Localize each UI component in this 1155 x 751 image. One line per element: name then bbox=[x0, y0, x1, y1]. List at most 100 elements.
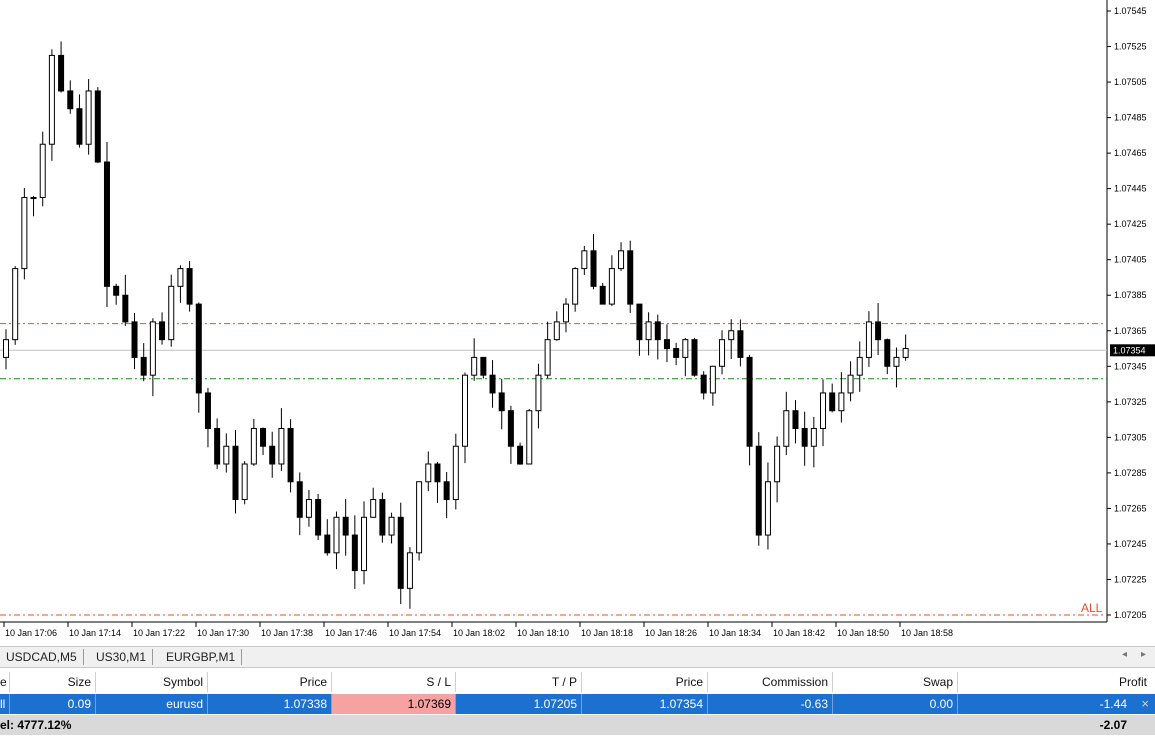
tab-scroll-right-icon[interactable]: ▸ bbox=[1141, 649, 1147, 660]
tab-scroll-left-icon[interactable]: ◂ bbox=[1122, 649, 1128, 660]
candle-body bbox=[278, 427, 285, 465]
header-profit[interactable]: Profit bbox=[1118, 675, 1147, 689]
candle-body bbox=[140, 356, 147, 376]
candle-body bbox=[48, 54, 55, 145]
candle-body bbox=[305, 499, 312, 518]
candle-body bbox=[388, 516, 395, 536]
tab-eurgbp-m1[interactable]: EURGBP,M1 bbox=[160, 649, 243, 665]
tab-usdcad-m5[interactable]: USDCAD,M5 bbox=[0, 649, 84, 665]
candle-body bbox=[865, 321, 872, 358]
candle-body bbox=[489, 374, 496, 394]
time-tick-label: 10 Jan 18:34 bbox=[709, 628, 761, 638]
candle-body bbox=[149, 321, 156, 376]
candle-body bbox=[333, 516, 340, 554]
candle-body bbox=[774, 445, 781, 483]
time-tick-label: 10 Jan 17:14 bbox=[69, 628, 121, 638]
candle-body bbox=[608, 268, 615, 305]
time-tick-label: 10 Jan 17:54 bbox=[389, 628, 441, 638]
candle-body bbox=[103, 161, 110, 287]
candle-body bbox=[654, 321, 661, 341]
close-position-icon[interactable]: × bbox=[1141, 696, 1149, 711]
header-size[interactable]: Size bbox=[10, 672, 96, 692]
candle-body bbox=[434, 463, 441, 483]
header-price[interactable]: Price bbox=[208, 672, 332, 692]
candle-body bbox=[673, 348, 680, 358]
candle-body bbox=[875, 321, 882, 341]
candle-body bbox=[296, 481, 303, 518]
candle-body bbox=[67, 90, 74, 110]
price-tick-label: 1.07245 bbox=[1114, 539, 1147, 549]
candle-body bbox=[553, 321, 560, 341]
candle-body bbox=[847, 374, 854, 394]
candle-body bbox=[838, 392, 845, 412]
all-orders-label: ALL bbox=[1081, 601, 1103, 615]
candle-body bbox=[397, 516, 404, 589]
candle-body bbox=[700, 374, 707, 394]
header-commission[interactable]: Commission bbox=[708, 672, 833, 692]
price-tick-label: 1.07345 bbox=[1114, 361, 1147, 371]
candle-body bbox=[416, 481, 423, 554]
candle-body bbox=[204, 392, 211, 429]
candle-body bbox=[627, 250, 634, 305]
candle-body bbox=[893, 356, 900, 367]
candle-body bbox=[94, 90, 101, 163]
candle-body bbox=[177, 268, 184, 287]
candle-body bbox=[223, 445, 230, 465]
candle-body bbox=[783, 410, 790, 447]
candle-body bbox=[159, 321, 166, 341]
table-row[interactable]: ll 0.09 eurusd 1.07338 1.07369 1.07205 1… bbox=[0, 694, 1155, 714]
header-current-price[interactable]: Price bbox=[582, 672, 708, 692]
time-tick-label: 10 Jan 17:38 bbox=[261, 628, 313, 638]
candle-body bbox=[507, 410, 514, 447]
margin-level: el: 4777.12% bbox=[0, 718, 72, 732]
candle-body bbox=[379, 499, 386, 536]
candle-body bbox=[682, 339, 689, 358]
price-tick-label: 1.07225 bbox=[1114, 574, 1147, 584]
time-tick-label: 10 Jan 18:02 bbox=[453, 628, 505, 638]
candle-body bbox=[728, 330, 735, 341]
time-tick-label: 10 Jan 17:46 bbox=[325, 628, 377, 638]
header-type[interactable]: e bbox=[0, 672, 10, 692]
candle-body bbox=[122, 294, 129, 323]
time-tick-label: 10 Jan 17:30 bbox=[197, 628, 249, 638]
tab-us30-m1[interactable]: US30,M1 bbox=[90, 649, 154, 665]
candle-body bbox=[186, 268, 193, 305]
header-tp[interactable]: T / P bbox=[456, 672, 582, 692]
price-tick-label: 1.07205 bbox=[1114, 610, 1147, 620]
candle-body bbox=[269, 445, 276, 465]
candle-body bbox=[820, 392, 827, 429]
candle-body bbox=[342, 516, 349, 536]
header-swap[interactable]: Swap bbox=[833, 672, 958, 692]
header-sl[interactable]: S / L bbox=[332, 672, 456, 692]
price-tick-label: 1.07485 bbox=[1114, 113, 1147, 123]
candle-body bbox=[618, 250, 625, 270]
summary-row: el: 4777.12% -2.07 bbox=[0, 715, 1155, 735]
candle-body bbox=[755, 445, 762, 536]
candle-body bbox=[195, 303, 202, 394]
time-tick-label: 10 Jan 17:06 bbox=[5, 628, 57, 638]
candle-body bbox=[21, 197, 28, 270]
chart-canvas[interactable]: 1.07545 1.07525 1.07505 1.07485 1.07465 1.074… bbox=[0, 0, 1155, 645]
candle-body bbox=[406, 552, 413, 589]
candle-body bbox=[232, 445, 239, 501]
trade-take-profit[interactable]: 1.07205 bbox=[456, 694, 582, 714]
candle-body bbox=[370, 499, 377, 518]
candle-body bbox=[76, 108, 83, 145]
candle-body bbox=[351, 534, 358, 572]
candle-body bbox=[3, 339, 9, 358]
candle-body bbox=[287, 427, 294, 483]
trade-swap: 0.00 bbox=[833, 694, 958, 714]
trade-type: ll bbox=[0, 694, 10, 714]
time-tick-label: 10 Jan 18:18 bbox=[581, 628, 633, 638]
candle-body bbox=[113, 285, 120, 296]
candle-body bbox=[315, 499, 322, 536]
price-tick-label: 1.07365 bbox=[1114, 326, 1147, 336]
price-tick-label: 1.07425 bbox=[1114, 219, 1147, 229]
header-symbol[interactable]: Symbol bbox=[96, 672, 208, 692]
candle-body bbox=[544, 339, 551, 376]
price-chart[interactable]: 1.07545 1.07525 1.07505 1.07485 1.07465 1.074… bbox=[0, 0, 1155, 645]
time-tick-label: 10 Jan 18:10 bbox=[517, 628, 569, 638]
price-tick-label: 1.07465 bbox=[1114, 148, 1147, 158]
candle-body bbox=[764, 481, 771, 536]
trade-stop-loss[interactable]: 1.07369 bbox=[332, 694, 456, 714]
